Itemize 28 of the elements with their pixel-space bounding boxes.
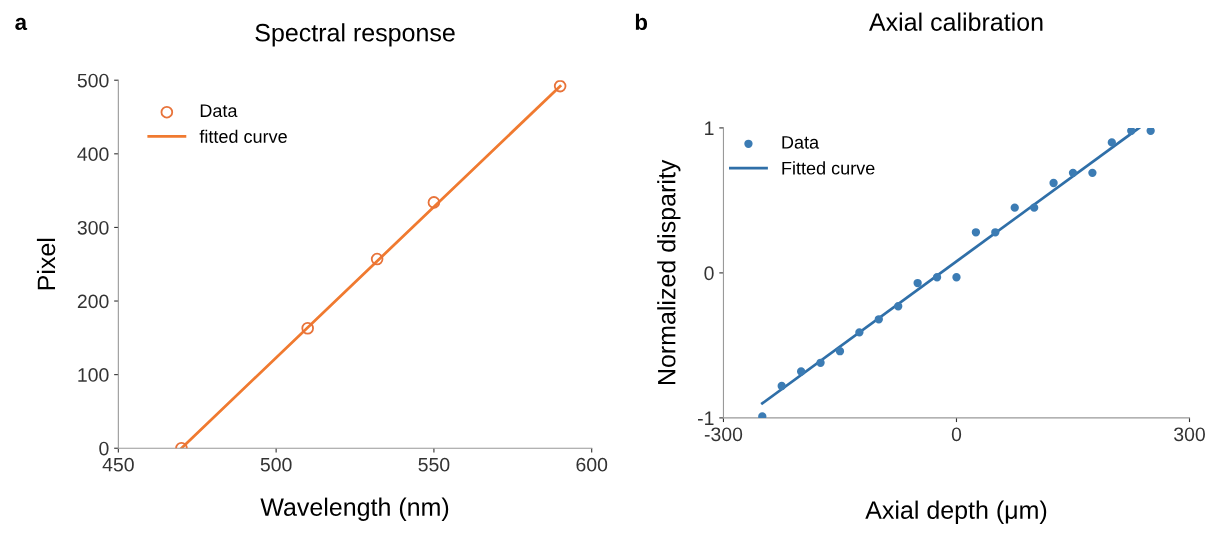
x-tick-label: 500	[260, 457, 292, 472]
x-tick-label: 550	[418, 457, 450, 472]
y-axis-title: Pixel	[36, 238, 56, 290]
legend-label: Fitted curve	[782, 161, 875, 175]
x-tick-label: 0	[951, 427, 962, 442]
y-axis-title: Normalized disparity	[657, 159, 681, 385]
legend-label: Data	[200, 104, 238, 118]
chart-title: Spectral response	[255, 23, 455, 47]
x-tick-label: 450	[102, 457, 134, 472]
y-tick-label: 200	[77, 294, 109, 309]
text: a	[15, 17, 28, 31]
y-tick-label: 400	[77, 147, 109, 162]
y-tick-label: 100	[78, 368, 109, 382]
y-tick-label: 1	[705, 121, 714, 135]
x-tick-label: 600	[576, 457, 608, 472]
y-tick-label: 0	[99, 441, 109, 456]
y-tick-label: -1	[698, 411, 714, 425]
y-tick-label: 0	[704, 266, 714, 281]
x-tick-label: 300	[1174, 427, 1205, 442]
chart-title: Axial calibration	[868, 12, 1043, 31]
text: b	[635, 13, 648, 31]
x-axis-title: Axial depth (μm)	[865, 500, 1047, 524]
legend-label: fitted curve	[199, 129, 287, 143]
x-axis-title: Wavelength (nm)	[260, 497, 449, 521]
x-tick-label: -300	[704, 427, 743, 442]
y-tick-label: 300	[77, 220, 109, 235]
legend-label: Data	[782, 136, 820, 149]
y-tick-label: 500	[77, 73, 109, 88]
